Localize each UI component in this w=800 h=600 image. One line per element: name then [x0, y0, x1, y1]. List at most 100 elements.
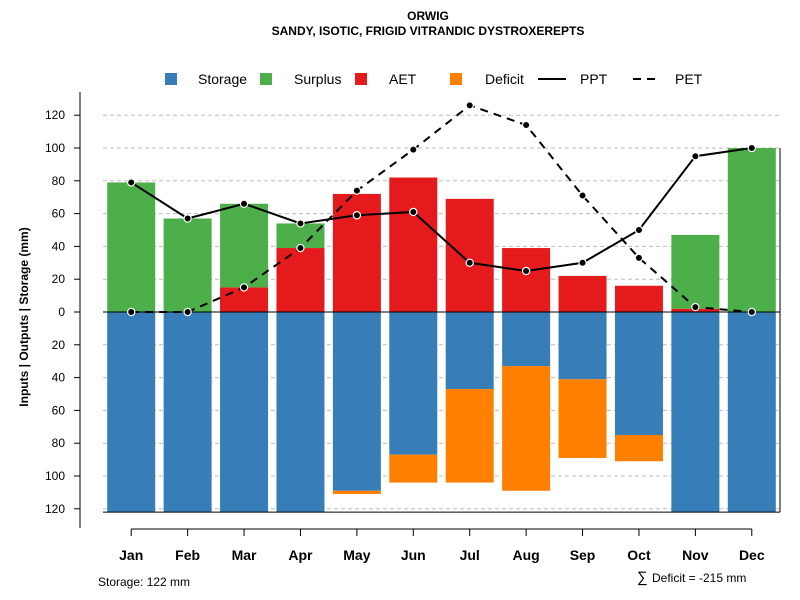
deficit-bar: [558, 379, 607, 458]
storage-bar: [332, 312, 381, 491]
storage-bar: [671, 312, 720, 513]
zero-line-group: [103, 148, 781, 513]
pet-point: [465, 101, 474, 110]
legend-label-pet: PET: [675, 71, 703, 87]
bars: [107, 148, 776, 513]
x-tick-label: Sep: [570, 547, 596, 563]
x-tick-label: Apr: [288, 547, 313, 563]
ppt-point: [296, 219, 305, 228]
y-tick-label: 20: [52, 338, 66, 352]
surplus-bar: [671, 234, 720, 309]
pet-point: [521, 120, 531, 130]
storage-bar: [389, 312, 438, 455]
x-tick-label: Nov: [682, 547, 709, 563]
storage-bar: [276, 312, 325, 513]
ppt-point: [521, 266, 531, 276]
ppt-point: [183, 214, 192, 223]
surplus-bar: [163, 218, 212, 312]
aet-bar: [502, 248, 551, 312]
x-tick-label: May: [343, 547, 370, 563]
legend-swatch-surplus: [260, 73, 272, 85]
ppt-point: [465, 258, 474, 267]
legend-label-deficit: Deficit: [485, 71, 524, 87]
storage-bar: [727, 312, 776, 513]
storage-bar: [502, 312, 551, 367]
aet-bar: [614, 285, 663, 312]
deficit-bar: [445, 389, 494, 483]
ppt-point: [578, 258, 587, 267]
pet-point: [578, 191, 587, 200]
storage-bar: [220, 312, 269, 513]
storage-bar: [163, 312, 212, 513]
legend-label-aet: AET: [389, 71, 417, 87]
storage-bar: [107, 312, 156, 513]
pet-point: [183, 307, 192, 317]
aet-bar: [445, 198, 494, 312]
y-tick-label: 60: [52, 403, 66, 417]
ppt-point: [747, 143, 756, 153]
y-tick-label: 100: [45, 141, 65, 155]
pet-point: [352, 186, 362, 195]
ppt-point: [691, 151, 700, 161]
gridlines: [103, 114, 780, 510]
y-tick-label: 60: [52, 207, 66, 221]
y-tick-label: 40: [52, 371, 66, 385]
y-tick-label: 120: [45, 502, 65, 516]
pet-point: [127, 307, 136, 317]
aet-bar: [276, 248, 325, 312]
x-tick-label: Mar: [232, 547, 257, 563]
pet-point: [634, 253, 644, 263]
deficit-bar: [502, 366, 551, 491]
surplus-bar: [220, 203, 269, 288]
y-axis-label: Inputs | Outputs | Storage (mm): [17, 227, 31, 406]
surplus-bar: [727, 148, 776, 312]
x-tick-label: Feb: [175, 547, 200, 563]
x-tick-label: Jan: [119, 547, 143, 563]
y-tick-label: 80: [52, 436, 66, 450]
x-tick-label: Jun: [401, 547, 426, 563]
series-lines: [127, 101, 756, 317]
aet-bar: [558, 275, 607, 312]
ppt-point: [239, 199, 249, 208]
pet-point: [239, 283, 249, 292]
storage-bar: [558, 312, 607, 380]
legend: Storage Surplus AET Deficit PPT PET: [165, 71, 703, 87]
y-tick-label: 40: [52, 239, 66, 253]
y-tick-label: 80: [52, 174, 66, 188]
storage-bar: [614, 312, 663, 435]
surplus-bar: [107, 182, 156, 312]
pet-point: [747, 307, 756, 317]
y-tick-label: 120: [45, 108, 65, 122]
legend-label-ppt: PPT: [580, 71, 608, 87]
x-axis: Jan Feb Mar Apr May Jun Jul Aug Sep Oct Nov Dec: [119, 528, 765, 563]
legend-swatch-deficit: [450, 73, 462, 85]
storage-annotation: Storage: 122 mm: [98, 575, 190, 589]
y-axis: 120 100 80 60 40 20 0 20 40 60 80 100 120: [45, 92, 81, 528]
legend-swatch-aet: [355, 73, 367, 85]
deficit-bar: [614, 435, 663, 462]
ppt-point: [634, 225, 644, 235]
deficit-annotation: Deficit = -215 mm: [652, 571, 746, 585]
legend-swatch-storage: [165, 73, 177, 85]
y-tick-label: 20: [52, 272, 66, 286]
x-tick-label: Dec: [739, 547, 765, 563]
deficit-bar: [332, 490, 381, 495]
x-tick-label: Oct: [627, 547, 651, 563]
legend-label-surplus: Surplus: [294, 71, 341, 87]
pet-point: [691, 302, 700, 312]
ppt-point: [352, 211, 362, 220]
deficit-sum-symbol: ∑: [637, 569, 648, 586]
y-tick-label: 100: [45, 469, 65, 483]
chart-subtitle: SANDY, ISOTIC, FRIGID VITRANDIC DYSTROXE…: [272, 24, 585, 38]
x-tick-label: Aug: [513, 547, 540, 563]
pet-point: [296, 243, 305, 253]
chart-title: ORWIG: [407, 9, 449, 23]
deficit-bar: [389, 454, 438, 483]
pet-point: [409, 145, 418, 154]
legend-label-storage: Storage: [198, 71, 247, 87]
ppt-point: [127, 178, 136, 187]
x-tick-label: Jul: [460, 547, 480, 563]
ppt-line: [130, 147, 752, 273]
storage-bar: [445, 312, 494, 390]
